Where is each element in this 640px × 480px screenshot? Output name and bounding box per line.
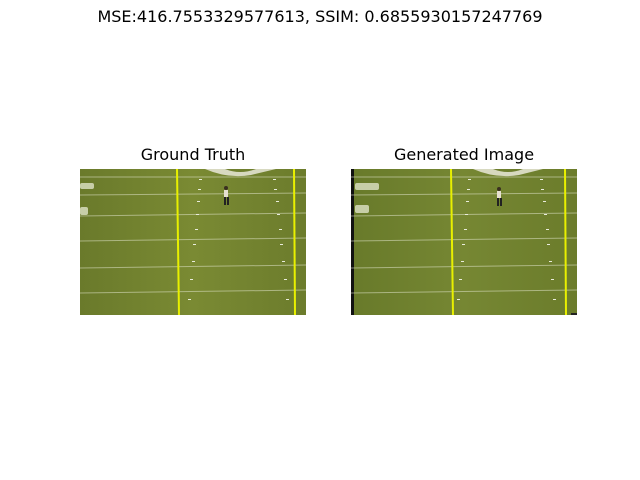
hash-marks: [457, 179, 556, 300]
hash-marks: [188, 179, 289, 300]
yard-lines-horizontal: [80, 176, 306, 294]
bottom-right-artifact: [571, 313, 577, 315]
person: [497, 187, 502, 206]
yellow-line-left: [450, 169, 454, 315]
ground-truth-field: [80, 169, 306, 315]
generated-field: [351, 169, 577, 315]
turf: [80, 169, 306, 315]
yard-lines-horizontal: [351, 176, 577, 294]
midfield-logo: [473, 169, 543, 177]
panel-title-ground-truth: Ground Truth: [140, 145, 246, 164]
ground-truth-image: [80, 169, 306, 315]
midfield-logo: [205, 169, 276, 177]
yellow-line-left: [176, 169, 180, 315]
yellow-line-right: [564, 169, 567, 315]
field-numbers: [80, 183, 94, 215]
person: [224, 186, 229, 205]
figure-title: MSE:416.7553329577613, SSIM: 0.685593015…: [97, 7, 543, 26]
yellow-line-right: [293, 169, 296, 315]
turf: [351, 169, 577, 315]
left-border-artifact: [351, 169, 354, 315]
generated-image: [351, 169, 577, 315]
field-numbers: [355, 183, 379, 213]
panel-title-generated-image: Generated Image: [393, 145, 535, 164]
